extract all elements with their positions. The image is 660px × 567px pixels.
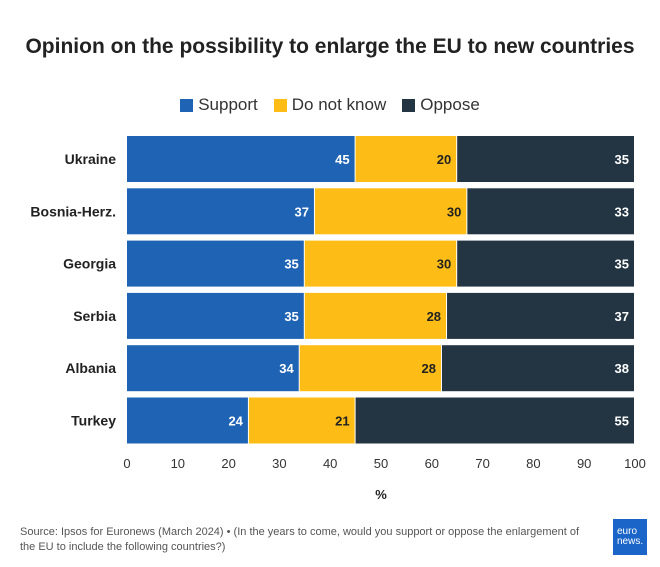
- legend-swatch-do-not-know: [273, 98, 287, 112]
- bar-oppose-georgia: [457, 240, 634, 287]
- bar-support-serbia: [127, 292, 304, 339]
- data-label-oppose-ukraine: 35: [615, 152, 629, 167]
- x-tick-label-90: 90: [577, 456, 591, 471]
- x-tick-label-60: 60: [425, 456, 439, 471]
- data-label-support-serbia: 35: [284, 309, 298, 324]
- category-label-turkey: Turkey: [71, 413, 116, 429]
- x-axis-label: %: [375, 487, 387, 502]
- data-label-do-not-know-ukraine: 20: [437, 152, 451, 167]
- bar-oppose-ukraine: [457, 136, 634, 182]
- bar-support-ukraine: [127, 136, 355, 182]
- bar-oppose-bosnia-herz: [467, 188, 634, 235]
- x-tick-label-80: 80: [526, 456, 540, 471]
- bar-support-albania: [127, 345, 299, 392]
- bar-support-bosnia-herz: [127, 188, 314, 235]
- x-tick-label-20: 20: [221, 456, 235, 471]
- data-label-do-not-know-georgia: 30: [437, 257, 451, 272]
- legend-swatch-oppose: [402, 98, 416, 112]
- category-label-albania: Albania: [65, 360, 116, 376]
- bar-support-turkey: [127, 397, 248, 444]
- bar-oppose-albania: [441, 345, 634, 392]
- data-label-do-not-know-bosnia-herz: 30: [447, 204, 461, 219]
- bar-support-georgia: [127, 240, 304, 287]
- bar-do-not-know-albania: [299, 345, 441, 392]
- x-tick-label-40: 40: [323, 456, 337, 471]
- x-tick-label-30: 30: [272, 456, 286, 471]
- bar-do-not-know-ukraine: [355, 136, 457, 182]
- legend-swatch-support: [180, 98, 194, 112]
- chart-title: Opinion on the possibility to enlarge th…: [25, 35, 635, 58]
- data-label-do-not-know-turkey: 21: [335, 414, 349, 429]
- x-tick-label-70: 70: [475, 456, 489, 471]
- bar-oppose-turkey: [355, 397, 634, 444]
- legend-label-oppose: Oppose: [420, 95, 480, 114]
- data-label-support-albania: 34: [279, 361, 294, 376]
- legend-item-do-not-know: Do not know: [273, 95, 387, 115]
- data-label-oppose-turkey: 55: [615, 414, 629, 429]
- data-label-support-bosnia-herz: 37: [294, 204, 308, 219]
- logo-line-1: euro: [617, 526, 638, 537]
- data-label-support-georgia: 35: [284, 257, 298, 272]
- logo-line-2: news.: [617, 536, 644, 547]
- category-label-bosnia-herz: Bosnia-Herz.: [30, 203, 116, 219]
- legend-label-do-not-know: Do not know: [291, 95, 387, 114]
- data-label-oppose-serbia: 37: [615, 309, 629, 324]
- data-label-support-ukraine: 45: [335, 152, 349, 167]
- category-label-ukraine: Ukraine: [65, 151, 117, 167]
- source-note: Source: Ipsos for Euronews (March 2024) …: [20, 526, 580, 553]
- data-label-support-turkey: 24: [228, 414, 243, 429]
- stacked-bar-chart: Ukraine 45 20 35 Bosnia-Herz. 37 30 33 Georgia 35…: [30, 136, 646, 502]
- data-label-oppose-albania: 38: [615, 361, 629, 376]
- x-tick-label-0: 0: [123, 456, 130, 471]
- bar-do-not-know-turkey: [248, 397, 355, 444]
- data-label-do-not-know-albania: 28: [421, 361, 435, 376]
- euronews-logo: euro news.: [613, 519, 647, 555]
- legend-item-support: Support: [180, 95, 258, 115]
- bar-oppose-serbia: [447, 292, 634, 339]
- bar-do-not-know-bosnia-herz: [314, 188, 467, 235]
- legend-item-oppose: Oppose: [402, 95, 480, 115]
- x-tick-label-50: 50: [374, 456, 388, 471]
- legend-label-support: Support: [198, 95, 258, 114]
- data-label-oppose-georgia: 35: [615, 257, 629, 272]
- category-label-serbia: Serbia: [73, 308, 116, 324]
- legend: Support Do not know Oppose: [0, 95, 660, 115]
- x-tick-label-10: 10: [171, 456, 185, 471]
- data-label-oppose-bosnia-herz: 33: [615, 204, 629, 219]
- x-tick-label-100: 100: [624, 456, 646, 471]
- data-label-do-not-know-serbia: 28: [427, 309, 441, 324]
- bar-do-not-know-serbia: [304, 292, 447, 339]
- category-label-georgia: Georgia: [63, 256, 116, 272]
- bar-do-not-know-georgia: [304, 240, 457, 287]
